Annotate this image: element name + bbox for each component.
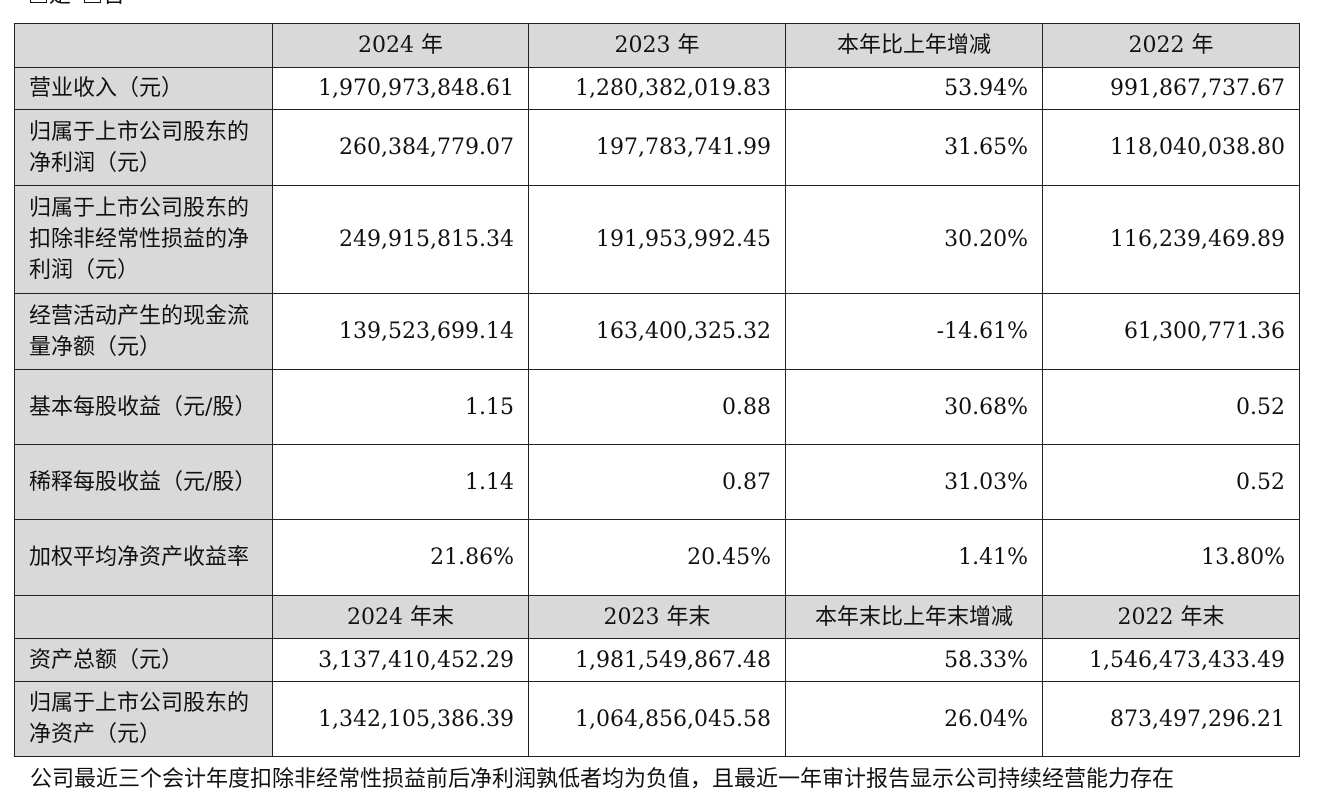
checkbox-yes-icon[interactable] (30, 0, 47, 3)
row-label: 经营活动产生的现金流量净额（元） (14, 293, 273, 370)
row-label: 归属于上市公司股东的净资产（元） (14, 681, 273, 757)
header-cell-2024-end: 2024 年末 (272, 595, 529, 639)
cell-value: 0.87 (528, 444, 786, 520)
cell-value: 58.33% (785, 638, 1043, 682)
table-row: 加权平均净资产收益率 21.86% 20.45% 1.41% 13.80% (14, 519, 1300, 596)
cell-value: 31.65% (785, 109, 1043, 186)
table-row: 归属于上市公司股东的净资产（元） 1,342,105,386.39 1,064,… (14, 681, 1300, 757)
cell-value: 30.68% (785, 369, 1043, 445)
yes-label: 是 (49, 0, 71, 8)
cell-value: 53.94% (785, 67, 1043, 110)
table-row: 归属于上市公司股东的净利润（元） 260,384,779.07 197,783,… (14, 109, 1300, 186)
cell-value: 260,384,779.07 (272, 109, 529, 186)
cell-value: 1.41% (785, 519, 1043, 596)
header-cell-empty (14, 23, 273, 68)
cell-value: 1,342,105,386.39 (272, 681, 529, 757)
cell-value: 1,280,382,019.83 (528, 67, 786, 110)
cell-value: 0.52 (1042, 444, 1300, 520)
table-header-row-year-end: 2024 年末 2023 年末 本年末比上年末增减 2022 年末 (14, 595, 1300, 639)
cell-value: 197,783,741.99 (528, 109, 786, 186)
cell-value: 30.20% (785, 185, 1043, 294)
footnote-partial-text: 公司最近三个会计年度扣除非经常性损益前后净利润孰低者均为负值，且最近一年审计报告… (30, 767, 1175, 792)
cell-value: 1.14 (272, 444, 529, 520)
cell-value: 0.52 (1042, 369, 1300, 445)
table-row: 经营活动产生的现金流量净额（元） 139,523,699.14 163,400,… (14, 293, 1300, 370)
cell-value: 249,915,815.34 (272, 185, 529, 294)
row-label: 资产总额（元） (14, 638, 273, 682)
header-cell-2023-end: 2023 年末 (528, 595, 786, 639)
row-label: 营业收入（元） (14, 67, 273, 110)
header-cell-2022-end: 2022 年末 (1042, 595, 1300, 639)
cell-value: -14.61% (785, 293, 1043, 370)
cell-value: 0.88 (528, 369, 786, 445)
cell-value: 1,970,973,848.61 (272, 67, 529, 110)
cell-value: 1,064,856,045.58 (528, 681, 786, 757)
row-label: 归属于上市公司股东的净利润（元） (14, 109, 273, 186)
header-cell-2024: 2024 年 (272, 23, 529, 68)
cell-value: 1,981,549,867.48 (528, 638, 786, 682)
table-row: 营业收入（元） 1,970,973,848.61 1,280,382,019.8… (14, 67, 1300, 110)
cell-value: 139,523,699.14 (272, 293, 529, 370)
cell-value: 1,546,473,433.49 (1042, 638, 1300, 682)
cell-value: 26.04% (785, 681, 1043, 757)
financial-data-table: 2024 年 2023 年 本年比上年增减 2022 年 营业收入（元） 1,9… (14, 23, 1300, 757)
header-cell-change-end: 本年末比上年末增减 (785, 595, 1043, 639)
checkbox-no-icon[interactable] (84, 0, 102, 3)
no-label: 否 (103, 0, 125, 8)
table-row: 稀释每股收益（元/股） 1.14 0.87 31.03% 0.52 (14, 444, 1300, 520)
cell-value: 13.80% (1042, 519, 1300, 596)
table-row: 基本每股收益（元/股） 1.15 0.88 30.68% 0.52 (14, 369, 1300, 445)
table-row: 资产总额（元） 3,137,410,452.29 1,981,549,867.4… (14, 638, 1300, 682)
header-cell-empty (14, 595, 273, 639)
cell-value: 116,239,469.89 (1042, 185, 1300, 294)
header-cell-2023: 2023 年 (528, 23, 786, 68)
cell-value: 873,497,296.21 (1042, 681, 1300, 757)
cell-value: 21.86% (272, 519, 529, 596)
cell-value: 163,400,325.32 (528, 293, 786, 370)
cell-value: 20.45% (528, 519, 786, 596)
cell-value: 991,867,737.67 (1042, 67, 1300, 110)
yes-no-options: 是 否 (30, 0, 125, 8)
cell-value: 191,953,992.45 (528, 185, 786, 294)
cell-value: 3,137,410,452.29 (272, 638, 529, 682)
cell-value: 61,300,771.36 (1042, 293, 1300, 370)
header-cell-change: 本年比上年增减 (785, 23, 1043, 68)
row-label: 稀释每股收益（元/股） (14, 444, 273, 520)
cell-value: 118,040,038.80 (1042, 109, 1300, 186)
row-label: 基本每股收益（元/股） (14, 369, 273, 445)
table-header-row: 2024 年 2023 年 本年比上年增减 2022 年 (14, 23, 1300, 68)
cell-value: 1.15 (272, 369, 529, 445)
row-label: 归属于上市公司股东的扣除非经常性损益的净利润（元） (14, 185, 273, 294)
cell-value: 31.03% (785, 444, 1043, 520)
row-label: 加权平均净资产收益率 (14, 519, 273, 596)
table-row: 归属于上市公司股东的扣除非经常性损益的净利润（元） 249,915,815.34… (14, 185, 1300, 294)
header-cell-2022: 2022 年 (1042, 23, 1300, 68)
